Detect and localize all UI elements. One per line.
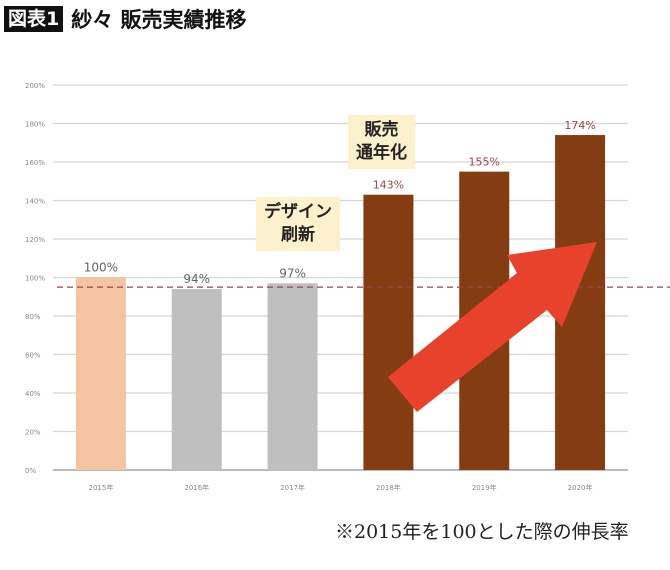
- data-label: 174%: [564, 119, 595, 132]
- bar: [75, 277, 126, 470]
- annotation-line: デザイン: [264, 202, 332, 222]
- figure-badge: 図表1: [4, 6, 64, 32]
- annotation-line: 通年化: [356, 143, 407, 163]
- footnote: ※2015年を100とした際の伸長率: [335, 521, 629, 543]
- bar: [171, 289, 222, 470]
- data-label: 100%: [84, 261, 118, 275]
- y-tick-label: 180%: [25, 121, 45, 129]
- x-tick-label: 2020年: [568, 483, 593, 492]
- bar: [363, 194, 414, 470]
- data-label: 143%: [373, 179, 404, 192]
- annotation-design-renewal: デザイン 刷新: [256, 197, 340, 251]
- y-tick-label: 160%: [25, 159, 45, 167]
- y-tick-label: 60%: [25, 352, 41, 360]
- y-tick-label: 0%: [25, 467, 36, 475]
- bar: [267, 283, 318, 470]
- y-tick-label: 80%: [25, 313, 41, 321]
- x-tick-label: 2018年: [376, 483, 401, 492]
- y-tick-label: 40%: [25, 390, 41, 398]
- annotation-line: 刷新: [281, 225, 315, 245]
- y-tick-label: 20%: [25, 429, 41, 437]
- annotation-year-round-sales: 販売 通年化: [348, 115, 415, 169]
- x-tick-label: 2016年: [184, 483, 209, 492]
- y-tick-label: 140%: [25, 198, 45, 206]
- y-tick-label: 120%: [25, 236, 45, 244]
- data-label: 94%: [183, 272, 210, 286]
- data-label: 97%: [279, 266, 306, 280]
- x-tick-label: 2019年: [472, 483, 497, 492]
- annotation-line: 販売: [364, 120, 399, 140]
- chart-title: 紗々 販売実績推移: [71, 8, 247, 32]
- data-label: 155%: [469, 156, 500, 169]
- header: 図表1 紗々 販売実績推移: [4, 4, 247, 34]
- growth-arrow: [388, 242, 597, 412]
- y-tick-label: 100%: [25, 275, 45, 283]
- x-tick-label: 2015年: [89, 483, 114, 492]
- x-tick-label: 2017年: [280, 483, 305, 492]
- y-tick-label: 200%: [25, 82, 45, 90]
